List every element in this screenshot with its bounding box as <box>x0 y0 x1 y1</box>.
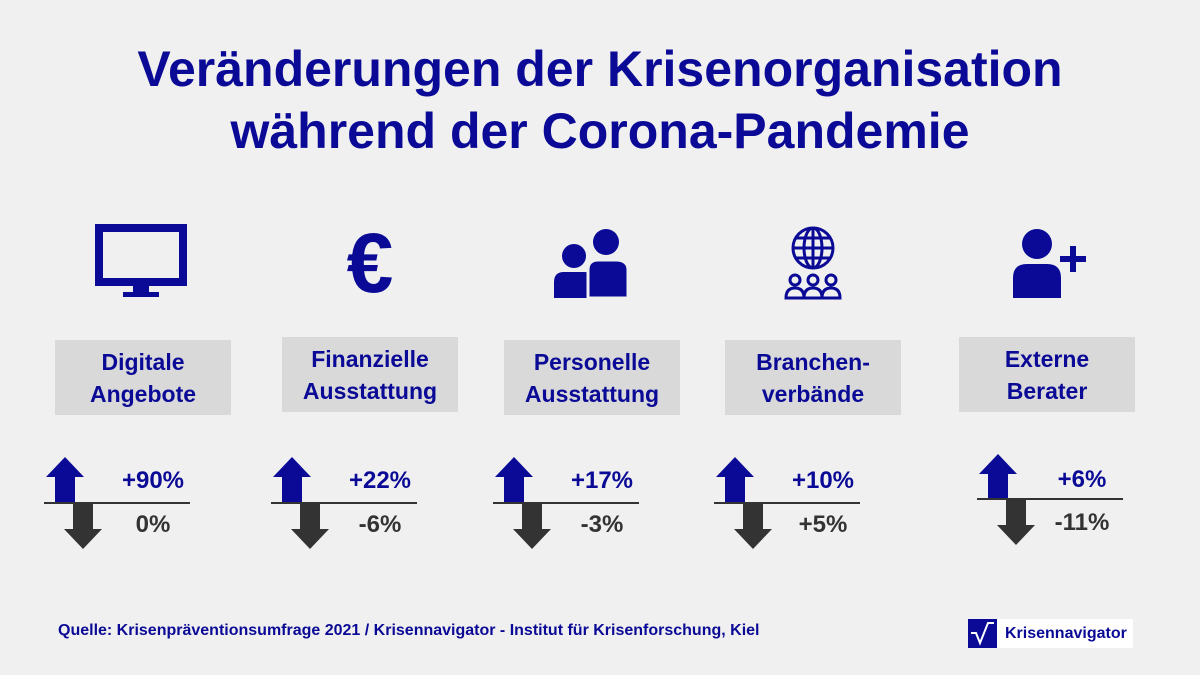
increase-value: +10% <box>791 467 855 494</box>
item-digitale-angebote: Digitale Angebote +90% 0% <box>23 0 263 560</box>
item-externe-berater: Externe Berater +6% -11% <box>927 0 1167 560</box>
label-line: Ausstattung <box>302 377 438 404</box>
arrow-down-icon <box>997 499 1035 545</box>
increase-value: +17% <box>570 467 634 494</box>
arrow-up-icon <box>979 454 1017 500</box>
item-label: Branchen-verbände <box>725 340 901 415</box>
arrow-up-icon <box>273 457 311 503</box>
arrow-down-icon <box>734 503 772 549</box>
arrow-up-icon <box>716 457 754 503</box>
svg-text:€: € <box>347 222 394 302</box>
increase-value: +22% <box>348 467 412 494</box>
item-personelle-ausstattung: Personelle Ausstattung +17% -3% <box>472 0 712 560</box>
divider <box>271 502 417 504</box>
label-line: Digitale <box>101 348 185 375</box>
decrease-value: -3% <box>580 511 624 538</box>
decrease-value: +5% <box>798 511 848 538</box>
source-note: Quelle: Krisenpräventionsumfrage 2021 / … <box>58 622 760 639</box>
item-label: Digitale Angebote <box>55 340 231 415</box>
item-finanzielle-ausstattung: € Finanzielle Ausstattung +22% -6% <box>250 0 490 560</box>
increase-value: +6% <box>1057 466 1107 493</box>
title-line-2: während der Corona-Pandemie <box>230 103 970 159</box>
label-line: Ausstattung <box>524 380 660 407</box>
arrow-up-icon <box>46 457 84 503</box>
decrease-value: -11% <box>1054 509 1110 536</box>
arrow-down-icon <box>291 503 329 549</box>
item-branchenverbaende: Branchen-verbände +10% +5% <box>693 0 933 560</box>
item-label: Finanzielle Ausstattung <box>282 337 458 412</box>
arrow-down-icon <box>64 503 102 549</box>
arrow-up-icon <box>495 457 533 503</box>
title-line-1: Veränderungen der Krisenorganisation <box>137 41 1063 97</box>
decrease-value: 0% <box>135 511 171 538</box>
label-line: Finanzielle <box>311 345 429 372</box>
label-line: Branchen- <box>756 348 870 375</box>
label-line: Berater <box>1006 377 1088 404</box>
divider <box>714 502 860 504</box>
item-label: Personelle Ausstattung <box>504 340 680 415</box>
arrow-down-icon <box>513 503 551 549</box>
label-line: verbände <box>761 380 865 407</box>
item-label: Externe Berater <box>959 337 1135 412</box>
page-title: Veränderungen der Krisenorganisation währ… <box>0 38 1200 162</box>
divider <box>977 498 1123 500</box>
logo-text: Krisennavigator <box>1005 624 1127 642</box>
decrease-value: -6% <box>358 511 402 538</box>
divider <box>44 502 190 504</box>
label-line: Personelle <box>533 348 651 375</box>
monitor-icon <box>95 224 187 297</box>
divider <box>493 502 639 504</box>
people-icon <box>554 229 630 300</box>
globe-network-icon <box>784 226 842 300</box>
logo-checkmark-icon <box>968 619 997 648</box>
label-line: Angebote <box>89 380 197 407</box>
label-line: Externe <box>1004 345 1090 372</box>
user-plus-icon <box>1013 229 1086 298</box>
logo: Krisennavigator <box>968 619 1133 648</box>
euro-icon: € <box>347 222 394 302</box>
increase-value: +90% <box>121 467 185 494</box>
